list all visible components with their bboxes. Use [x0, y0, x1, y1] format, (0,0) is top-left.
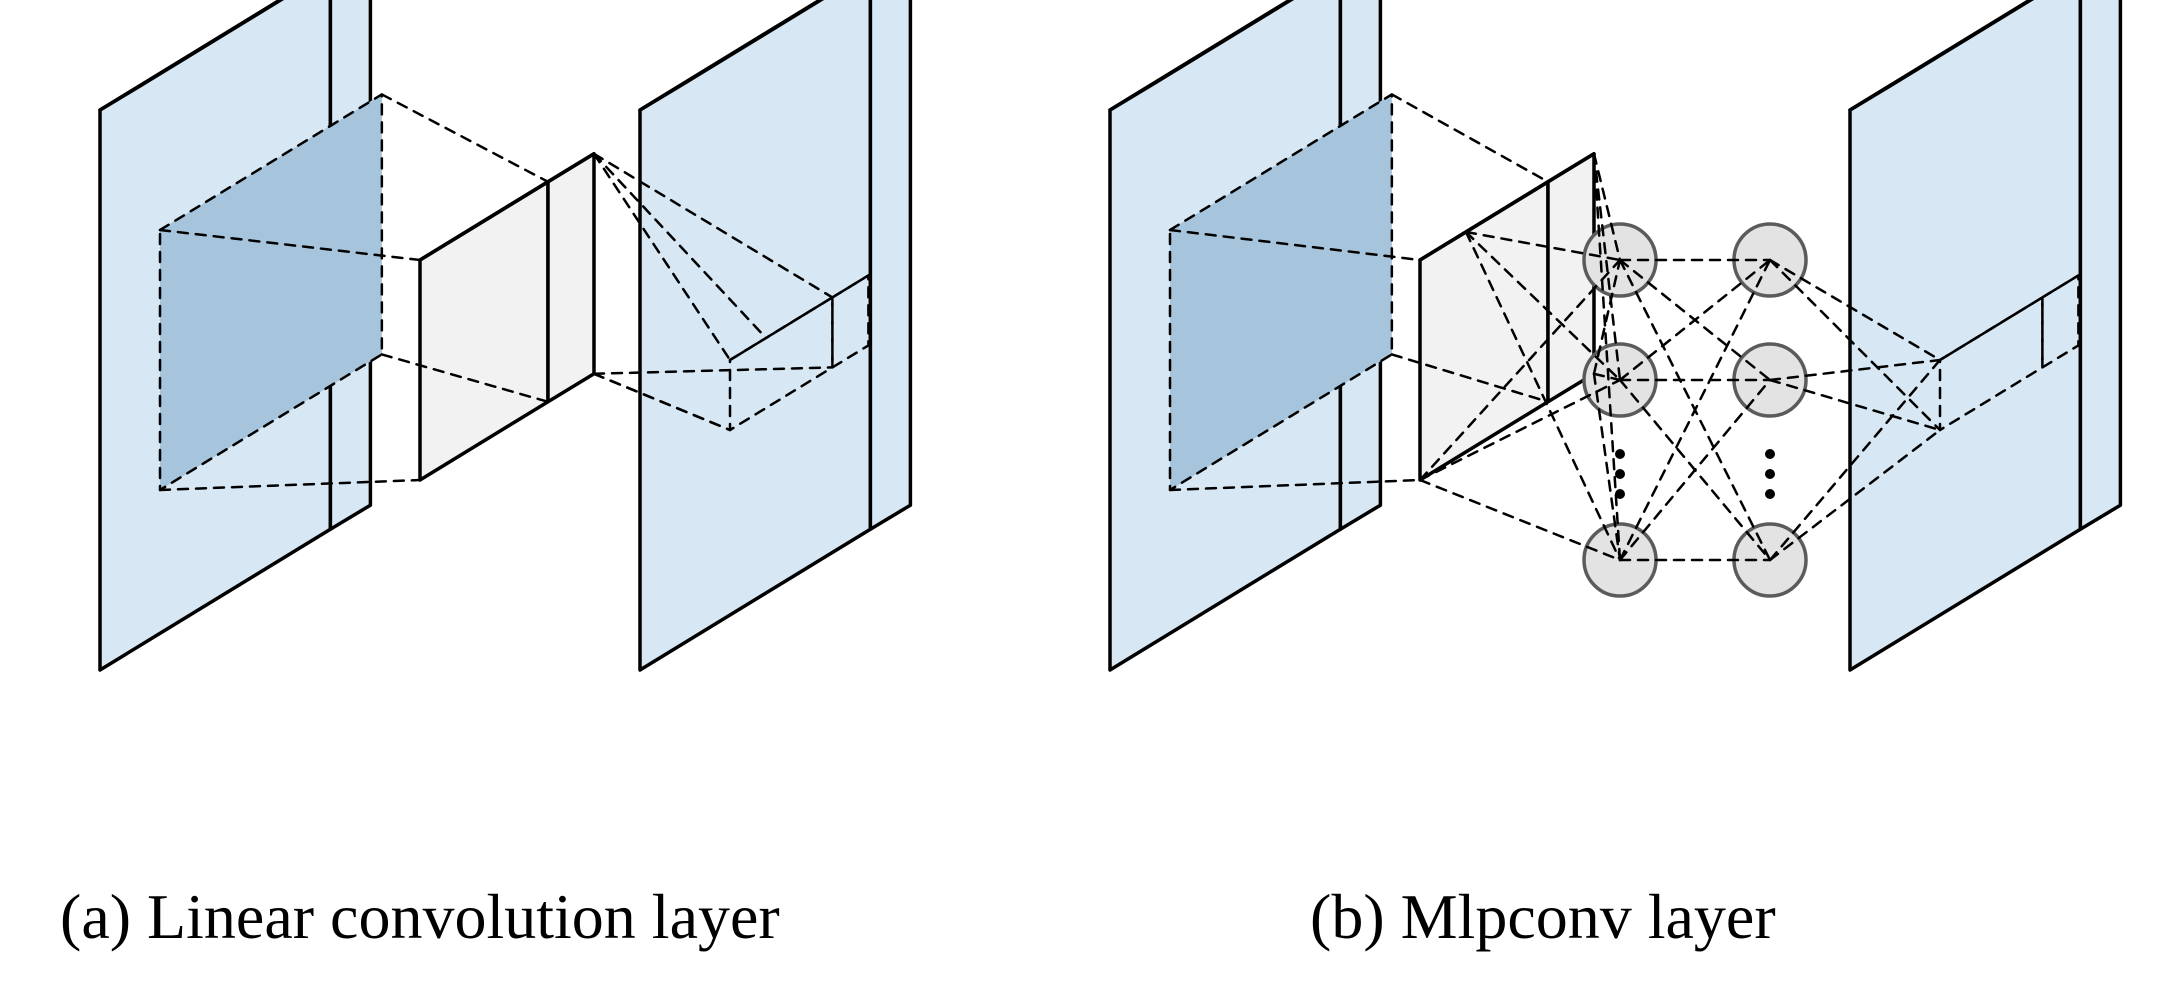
kernel-a — [420, 154, 594, 480]
panel-a — [100, 0, 910, 670]
panel-b — [1110, 0, 2120, 670]
output-slab-a — [640, 0, 910, 670]
diagram-svg — [0, 0, 2179, 993]
caption-b: (b) Mlpconv layer — [1310, 880, 1776, 954]
output-slab-b — [1850, 0, 2120, 670]
figure-root: (a) Linear convolution layer (b) Mlpconv… — [0, 0, 2179, 993]
caption-a: (a) Linear convolution layer — [60, 880, 780, 954]
